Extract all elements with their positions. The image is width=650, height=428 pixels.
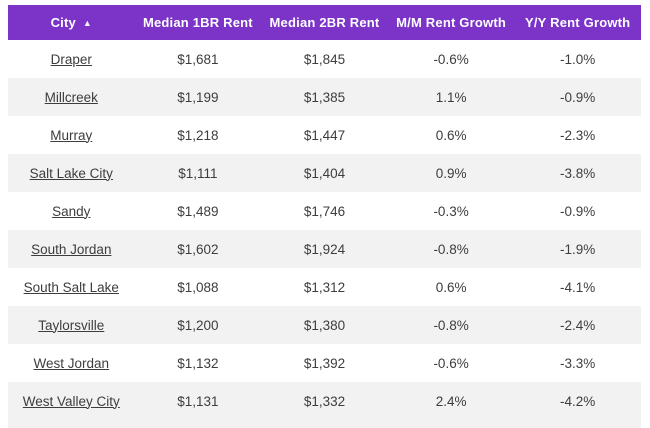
column-header-median-2br-rent[interactable]: Median 2BR Rent — [261, 15, 388, 30]
cell-median-1br: $1,131 — [177, 393, 219, 409]
table-row-taylorsville: Taylorsville $1,200 $1,380 -0.8% -2.4% — [8, 306, 641, 344]
city-link[interactable]: Millcreek — [44, 89, 98, 105]
cell-median-1br: $1,200 — [177, 317, 219, 333]
cell-median-1br: $1,602 — [177, 241, 219, 257]
city-link[interactable]: Murray — [50, 127, 93, 143]
cell-mm-growth: -0.3% — [433, 203, 469, 219]
cell-yy-growth: -3.8% — [560, 165, 596, 181]
cell-mm-growth: 0.6% — [435, 279, 467, 295]
cell-median-1br: $1,218 — [177, 127, 219, 143]
cell-median-1br: $1,088 — [177, 279, 219, 295]
cell-median-2br: $1,746 — [303, 203, 346, 219]
cell-median-2br: $1,392 — [303, 355, 346, 371]
cell-yy-growth: -4.2% — [560, 393, 596, 409]
cell-yy-growth: -1.9% — [560, 241, 596, 257]
city-link[interactable]: Salt Lake City — [29, 165, 113, 181]
cell-median-1br: $1,132 — [177, 355, 219, 371]
cell-yy-growth: -4.1% — [560, 279, 596, 295]
column-header-label: M/M Rent Growth — [396, 15, 507, 30]
table-row-west-jordan: West Jordan $1,132 $1,392 -0.6% -3.3% — [8, 344, 641, 382]
cell-city: West Valley City — [8, 394, 135, 409]
cell-city: Millcreek — [8, 90, 135, 105]
table-row-murray: Murray $1,218 $1,447 0.6% -2.3% — [8, 116, 641, 154]
table-body: Draper $1,681 $1,845 -0.6% -1.0% Millcreek $1,… — [8, 40, 641, 420]
column-header-city[interactable]: City ▲ — [8, 15, 135, 30]
cell-mm-growth: 0.6% — [435, 127, 467, 143]
table-header-row: City ▲ Median 1BR Rent Median 2BR Rent M/M R… — [8, 5, 641, 40]
city-link[interactable]: South Jordan — [31, 241, 112, 257]
cell-mm-growth: 0.9% — [435, 165, 467, 181]
cell-mm-growth: 1.1% — [435, 89, 467, 105]
table-row-salt-lake-city: Salt Lake City $1,111 $1,404 0.9% -3.8% — [8, 154, 641, 192]
cell-median-2br: $1,312 — [303, 279, 346, 295]
cell-mm-growth: -0.6% — [433, 355, 469, 371]
table-row-west-valley-city: West Valley City $1,131 $1,332 2.4% -4.2% — [8, 382, 641, 420]
cell-yy-growth: -0.9% — [560, 89, 596, 105]
cell-city: Murray — [8, 128, 135, 143]
column-header-label: Y/Y Rent Growth — [525, 15, 631, 30]
cell-yy-growth: -3.3% — [560, 355, 596, 371]
city-link[interactable]: South Salt Lake — [23, 279, 119, 295]
cell-mm-growth: -0.8% — [433, 241, 469, 257]
city-link[interactable]: West Valley City — [22, 393, 120, 409]
table-row-south-salt-lake: South Salt Lake $1,088 $1,312 0.6% -4.1% — [8, 268, 641, 306]
cell-median-2br: $1,845 — [303, 51, 346, 67]
table-row-millcreek: Millcreek $1,199 $1,385 1.1% -0.9% — [8, 78, 641, 116]
cell-median-2br: $1,380 — [303, 317, 346, 333]
table-row-south-jordan: South Jordan $1,602 $1,924 -0.8% -1.9% — [8, 230, 641, 268]
cell-city: Salt Lake City — [8, 166, 135, 181]
cell-median-2br: $1,385 — [303, 89, 346, 105]
city-link[interactable]: West Jordan — [33, 355, 110, 371]
column-header-y-y-rent-growth[interactable]: Y/Y Rent Growth — [514, 15, 641, 30]
column-header-label: Median 2BR Rent — [269, 15, 380, 30]
cell-yy-growth: -2.3% — [560, 127, 596, 143]
city-link[interactable]: Sandy — [52, 203, 91, 219]
cell-mm-growth: 2.4% — [435, 393, 467, 409]
column-header-label: City — [50, 15, 76, 30]
cell-city: Sandy — [8, 204, 135, 219]
city-link[interactable]: Draper — [50, 51, 92, 67]
column-header-label: Median 1BR Rent — [142, 15, 253, 30]
cell-yy-growth: -0.9% — [560, 203, 596, 219]
cell-median-2br: $1,447 — [303, 127, 346, 143]
cell-city: West Jordan — [8, 356, 135, 371]
cell-median-2br: $1,404 — [303, 165, 346, 181]
rent-comparison-table: City ▲ Median 1BR Rent Median 2BR Rent M/M R… — [8, 5, 641, 428]
table-row-draper: Draper $1,681 $1,845 -0.6% -1.0% — [8, 40, 641, 78]
page-background-strip — [8, 420, 641, 428]
sort-ascending-icon: ▲ — [82, 18, 93, 28]
cell-city: South Jordan — [8, 242, 135, 257]
column-header-m-m-rent-growth[interactable]: M/M Rent Growth — [388, 15, 515, 30]
cell-median-1br: $1,489 — [177, 203, 219, 219]
city-link[interactable]: Taylorsville — [38, 317, 105, 333]
cell-median-2br: $1,924 — [303, 241, 346, 257]
cell-median-1br: $1,111 — [178, 165, 218, 181]
cell-city: Draper — [8, 52, 135, 67]
cell-city: Taylorsville — [8, 318, 135, 333]
cell-median-1br: $1,199 — [177, 89, 219, 105]
cell-city: South Salt Lake — [8, 280, 135, 295]
cell-median-2br: $1,332 — [303, 393, 346, 409]
cell-yy-growth: -2.4% — [560, 317, 596, 333]
cell-median-1br: $1,681 — [177, 51, 219, 67]
cell-mm-growth: -0.6% — [433, 51, 469, 67]
cell-yy-growth: -1.0% — [560, 51, 596, 67]
column-header-median-1br-rent[interactable]: Median 1BR Rent — [135, 15, 262, 30]
table-row-sandy: Sandy $1,489 $1,746 -0.3% -0.9% — [8, 192, 641, 230]
cell-mm-growth: -0.8% — [433, 317, 469, 333]
